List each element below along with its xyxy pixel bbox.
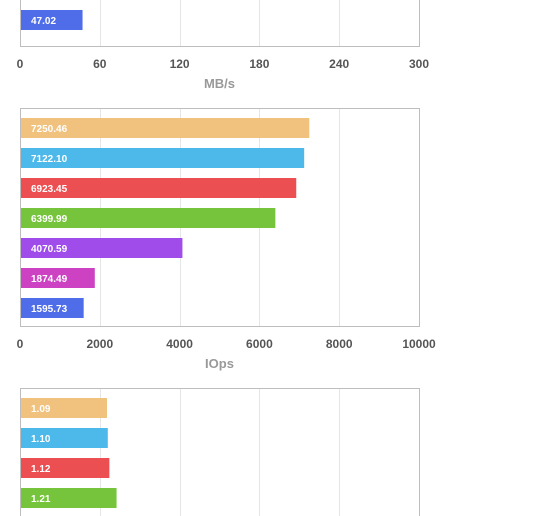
- x-tick-label: 180: [249, 57, 269, 71]
- x-tick-label: 8000: [326, 337, 353, 351]
- chart-3: 1.09 1.10 1.12 1.21: [20, 388, 420, 516]
- bar: [21, 118, 310, 138]
- x-tick-label: 240: [329, 57, 349, 71]
- data-label: 1.09: [31, 404, 51, 415]
- plot-area: [20, 0, 420, 47]
- x-axis-label: MB/s: [204, 76, 235, 91]
- data-label: 4070.59: [31, 244, 68, 255]
- bar: [21, 238, 183, 258]
- data-label: 1.12: [31, 464, 51, 475]
- bar: [21, 488, 117, 508]
- x-tick-label: 300: [409, 57, 429, 71]
- x-tick-label: 0: [17, 57, 24, 71]
- x-tick-label: 2000: [86, 337, 113, 351]
- data-label: 1.21: [31, 494, 51, 505]
- bar: [21, 10, 83, 30]
- x-tick-label: 0: [17, 337, 24, 351]
- bar: [21, 298, 84, 318]
- bar: [21, 458, 110, 478]
- data-label: 1.10: [31, 434, 51, 445]
- data-label: 6399.99: [31, 214, 68, 225]
- chart-1: 47.02 0 60 120 180 240 300 MB/s: [17, 0, 429, 91]
- bar: [21, 178, 297, 198]
- bar: [21, 268, 95, 288]
- data-label: 1595.73: [31, 304, 68, 315]
- data-label: 7250.46: [31, 124, 68, 135]
- x-axis-label: IOps: [205, 356, 234, 371]
- bar: [21, 428, 108, 448]
- bar: [21, 398, 107, 418]
- data-label: 47.02: [31, 16, 56, 27]
- x-tick-label: 6000: [246, 337, 273, 351]
- x-tick-label: 60: [93, 57, 107, 71]
- x-tick-label: 4000: [166, 337, 193, 351]
- bar: [21, 208, 276, 228]
- bar: [21, 148, 305, 168]
- x-tick-label: 10000: [402, 337, 436, 351]
- data-label: 6923.45: [31, 184, 68, 195]
- data-label: 1874.49: [31, 274, 68, 285]
- chart-2: 7250.46 7122.10 6923.45 6399.99 4070.59 1874.…: [17, 108, 436, 371]
- data-label: 7122.10: [31, 154, 68, 165]
- x-tick-label: 120: [170, 57, 190, 71]
